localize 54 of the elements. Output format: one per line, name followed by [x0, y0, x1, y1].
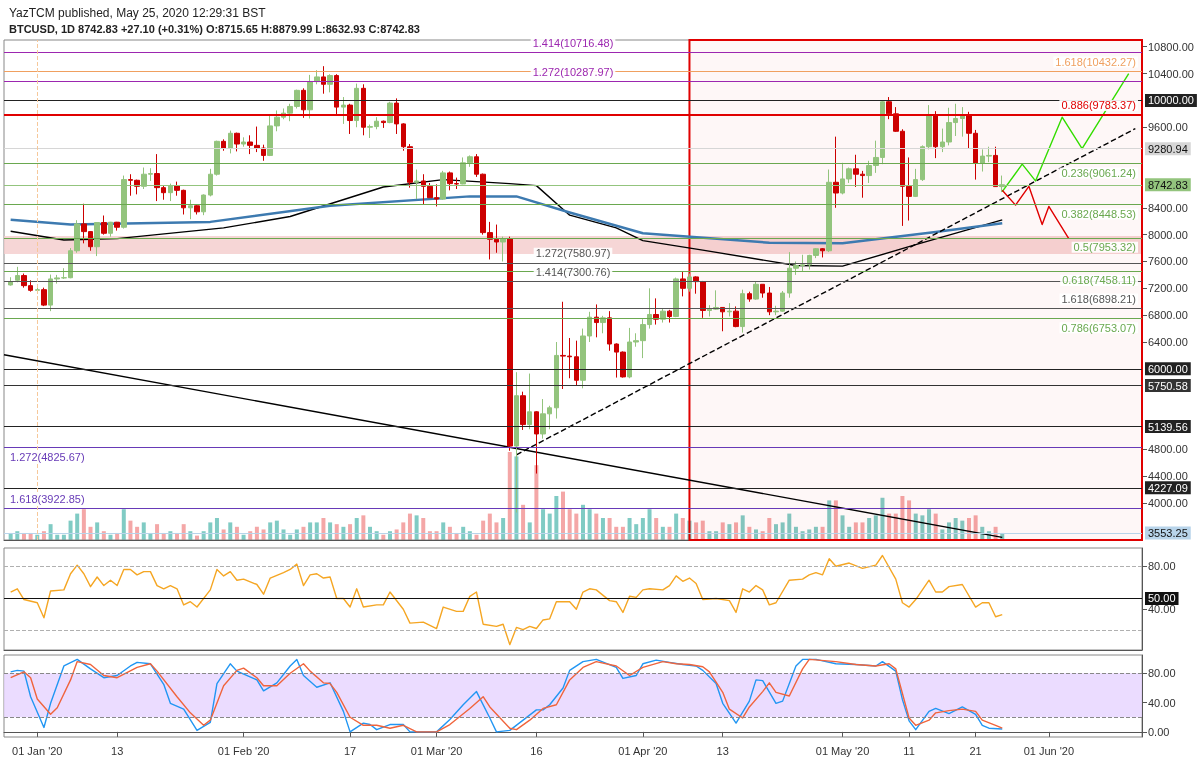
- y-tick-label: 9600.00: [1148, 121, 1188, 134]
- y-tick-label: 10800.00: [1148, 40, 1194, 53]
- ref-line-label: 1.414(10716.48): [532, 36, 614, 49]
- ref-line-label: 4227.09: [1148, 481, 1188, 494]
- x-tick-label: 13: [111, 744, 124, 757]
- ref-line-label: 1.414(7300.76): [535, 266, 611, 279]
- ref-line-label: 0.618(7458.11): [1062, 274, 1136, 287]
- ref-line-label: 50.00: [1148, 592, 1176, 605]
- ref-line-label: 1.618(10432.27): [1055, 55, 1136, 68]
- ref-line-label: 9280.94: [1148, 142, 1188, 155]
- ref-line-label: 5750.58: [1148, 379, 1188, 392]
- y-tick-label: 4000.00: [1148, 497, 1188, 510]
- x-tick-label: 13: [716, 744, 729, 757]
- x-tick-label: 01 Feb '20: [217, 744, 270, 757]
- chart-title: YazTCM published, May 25, 2020 12:29:31 BST: [9, 6, 267, 20]
- x-tick-label: 17: [343, 744, 357, 757]
- y-tick-label: 0.00: [1148, 725, 1170, 738]
- x-tick-label: 01 May '20: [815, 744, 870, 757]
- x-tick-label: 01 Jan '20: [12, 744, 63, 757]
- x-tick-label: 21: [969, 744, 982, 757]
- chart-subtitle: BTCUSD, 1D 8742.83 +27.10 (+0.31%) O:8715.65 H:8879.99 L:8632.93 C:8742.83: [9, 22, 420, 35]
- y-tick-label: 80.00: [1148, 667, 1176, 680]
- ref-line-label: 0.886(9783.37): [1061, 99, 1136, 112]
- y-tick-label: 6800.00: [1148, 309, 1188, 322]
- y-tick-label: 40.00: [1148, 603, 1176, 616]
- ref-line-label: 0.382(8448.53): [1061, 208, 1136, 221]
- y-tick-label: 80.00: [1148, 560, 1176, 573]
- ref-line-label: 3553.25: [1148, 527, 1188, 540]
- ref-line-label: 1.272(7580.97): [535, 247, 611, 260]
- ref-line-label: 8742.83: [1148, 178, 1188, 191]
- x-tick-label: 01 Mar '20: [410, 744, 463, 757]
- ref-line-label: 5139.56: [1148, 420, 1188, 433]
- y-tick-label: 4800.00: [1148, 443, 1188, 456]
- x-tick-label: 11: [903, 744, 915, 757]
- ref-line-label: 1.272(4825.67): [10, 451, 85, 464]
- ref-line-label: 1.618(3922.85): [10, 492, 85, 505]
- x-tick-label: 16: [530, 744, 543, 757]
- ref-line-label: 0.5(7953.32): [1073, 241, 1136, 254]
- x-tick-label: 01 Jun '20: [1023, 744, 1075, 757]
- ref-line-label: 1.272(10287.97): [532, 65, 614, 78]
- y-tick-label: 40.00: [1148, 696, 1176, 709]
- y-tick-label: 7200.00: [1148, 282, 1188, 295]
- y-tick-label: 8400.00: [1148, 201, 1188, 214]
- y-tick-label: 6400.00: [1148, 336, 1188, 349]
- y-tick-label: 10400.00: [1148, 67, 1194, 80]
- ref-line-label: 0.236(9061.24): [1061, 166, 1136, 179]
- x-tick-label: 01 Apr '20: [618, 744, 668, 757]
- ref-line-label: 6000.00: [1148, 362, 1188, 375]
- ref-line-label: 10000.00: [1148, 94, 1194, 107]
- ref-line-label: 1.618(6898.21): [1061, 293, 1136, 306]
- ref-line-label: 0.786(6753.07): [1061, 321, 1136, 334]
- y-tick-label: 4400.00: [1148, 470, 1188, 483]
- y-tick-label: 7600.00: [1148, 255, 1188, 268]
- y-tick-label: 8000.00: [1148, 228, 1188, 241]
